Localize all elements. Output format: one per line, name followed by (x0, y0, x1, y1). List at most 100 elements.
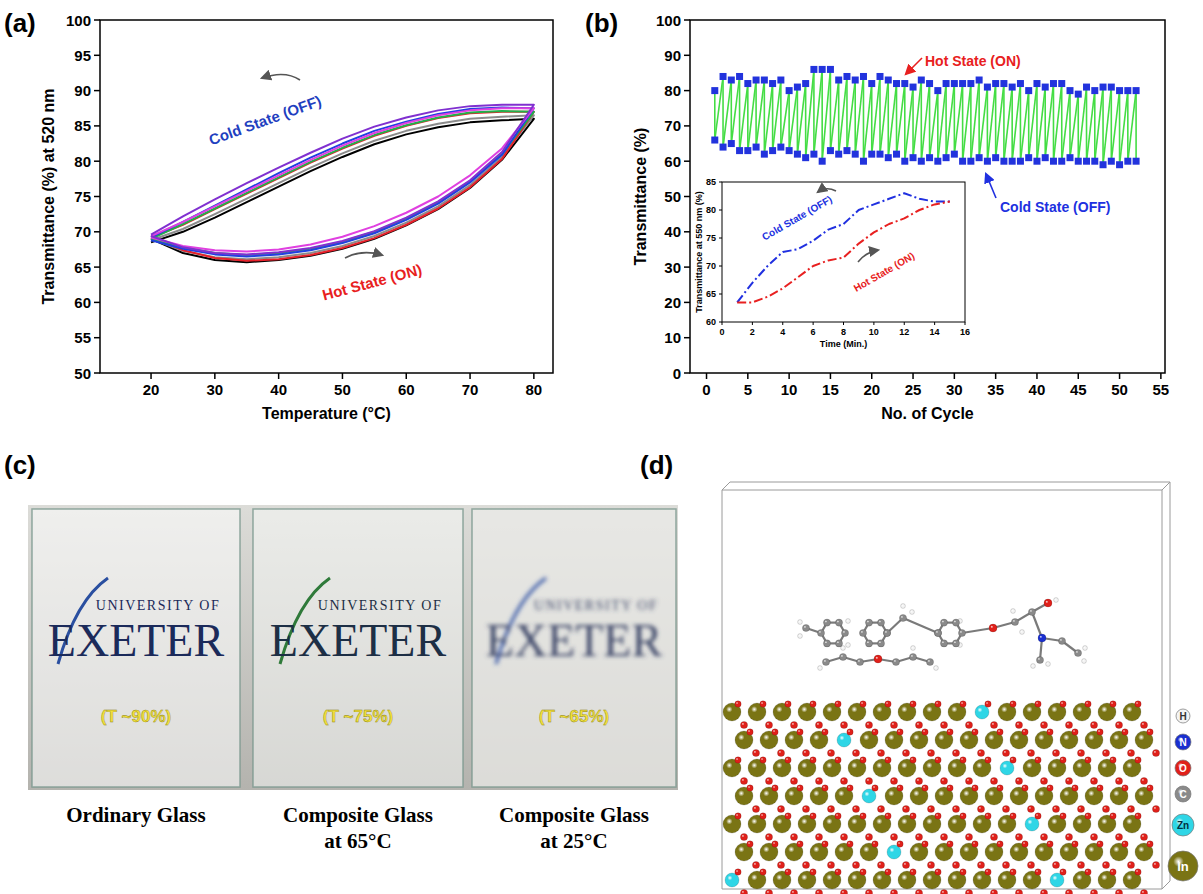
data-point (1108, 158, 1115, 165)
data-point (910, 84, 917, 91)
cycle-line (872, 76, 880, 154)
atom (915, 833, 922, 840)
atom (922, 785, 928, 791)
atom (960, 813, 966, 819)
atom (935, 869, 941, 875)
data-point (1091, 158, 1098, 165)
x-tick-label: 14 (930, 327, 940, 337)
logo-word: EXETER (48, 615, 225, 666)
cycle-line (1087, 91, 1095, 162)
data-point (1108, 84, 1115, 91)
data-point (810, 151, 817, 158)
atom (847, 785, 853, 791)
cycle-line (888, 84, 896, 158)
cycle-line (764, 84, 772, 155)
atom (785, 813, 791, 819)
atom (865, 640, 872, 647)
figure: 2030405060708050556065707580859095100Tem… (0, 0, 1203, 894)
atom (835, 757, 841, 763)
arrow (818, 189, 836, 192)
sample-caption: Composite Glass (283, 803, 433, 827)
atom (1102, 861, 1109, 868)
x-tick (1160, 373, 1162, 379)
y-tick (684, 160, 690, 162)
y-axis-title: Transmittance (%) at 520 nm (40, 88, 57, 304)
atom (765, 777, 772, 784)
atom (927, 805, 934, 812)
atom (1038, 634, 1046, 642)
data-point (835, 77, 842, 84)
y-tick-label: 100 (656, 12, 681, 29)
plot-area (711, 66, 1139, 168)
y-tick-label: 70 (74, 223, 91, 240)
data-point (967, 80, 974, 87)
atom (989, 624, 997, 632)
data-point (984, 158, 991, 165)
atom (810, 701, 816, 707)
plot-area (151, 105, 534, 262)
x-tick (342, 373, 344, 379)
logo-line: UNIVERSITY OF (534, 598, 658, 613)
y-tick-label: 90 (74, 82, 91, 99)
plot-frame (100, 20, 553, 373)
legend-label: C (1179, 789, 1186, 800)
atom (977, 749, 984, 756)
cell-edge (722, 482, 730, 490)
atom (1040, 721, 1047, 728)
atom (958, 629, 965, 636)
data-point (934, 158, 941, 165)
data-point (951, 151, 958, 158)
atom (897, 729, 903, 735)
data-point (1058, 80, 1065, 87)
cycle-line (897, 84, 905, 155)
atom (1140, 833, 1147, 840)
arrow (986, 174, 996, 198)
cycle-line (739, 76, 741, 150)
data-point (992, 154, 999, 161)
atom (1047, 729, 1053, 735)
atom (1097, 841, 1103, 847)
atom (885, 813, 891, 819)
legend-swatch (1176, 709, 1190, 723)
molecule (798, 598, 1088, 671)
data-point (1100, 84, 1107, 91)
atom (972, 841, 978, 847)
atom (1115, 777, 1122, 784)
x-tick (406, 373, 408, 379)
atom (915, 721, 922, 728)
atom (1060, 813, 1066, 819)
atom (1072, 841, 1078, 847)
data-point (753, 77, 760, 84)
atom (910, 701, 916, 707)
atom (940, 833, 947, 840)
x-tick (469, 373, 471, 379)
atom (910, 610, 915, 615)
atom (1077, 805, 1084, 812)
atom (1022, 841, 1028, 847)
atom (835, 869, 841, 875)
atom (1135, 869, 1141, 875)
y-tick (94, 125, 100, 127)
x-tick-label: 0 (719, 327, 724, 337)
data-point (976, 77, 983, 84)
data-point (901, 158, 908, 165)
data-point (819, 66, 826, 73)
atom (1135, 701, 1141, 707)
atom (1077, 861, 1084, 868)
data-point (1116, 161, 1123, 168)
series-label: Hot State (ON) (852, 250, 917, 294)
atom (760, 701, 766, 707)
atom (815, 833, 822, 840)
atom (1040, 833, 1047, 840)
atom (1140, 889, 1147, 894)
logo-word: EXETER (270, 615, 447, 666)
atom (935, 813, 941, 819)
legend-swatch (1168, 851, 1198, 881)
cycle-line (1120, 91, 1128, 165)
atom (1102, 805, 1109, 812)
data-point (1017, 158, 1024, 165)
data-point (1075, 91, 1082, 98)
cycle-line (921, 84, 929, 162)
atom (1035, 869, 1041, 875)
data-point (1100, 161, 1107, 168)
